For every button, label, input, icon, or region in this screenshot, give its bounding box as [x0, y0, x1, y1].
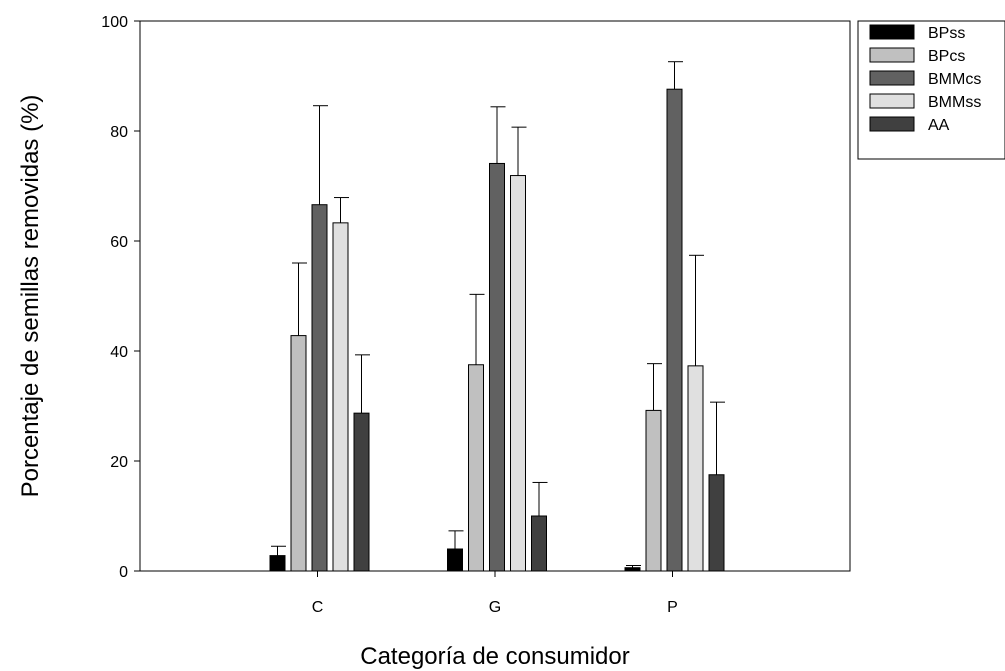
bar-bmmss-g — [510, 175, 526, 572]
y-tick-label: 0 — [119, 564, 128, 581]
legend: BPss BPcs BMMcs BMMss AA — [857, 20, 1005, 160]
bar-bpss-p — [624, 567, 641, 572]
bar-bmmss-p — [687, 365, 704, 572]
bar-bpcs-g — [468, 364, 484, 572]
x-tick-label: C — [312, 599, 324, 616]
bar-bpss-c — [269, 555, 286, 572]
legend-label-bpss: BPss — [928, 25, 965, 42]
y-tick-label: 60 — [110, 234, 128, 251]
y-tick-label: 40 — [110, 344, 128, 361]
legend-label-bmmcs: BMMcs — [928, 71, 981, 88]
x-tick-label: P — [667, 599, 678, 616]
y-tick-label: 20 — [110, 454, 128, 471]
bar-bmmcs-p — [666, 88, 683, 572]
bar-bmmss-c — [332, 222, 349, 572]
legend-items: BPss BPcs BMMcs BMMss AA — [869, 24, 981, 134]
bar-bpcs-p — [645, 409, 662, 572]
y-axis: 0 20 40 60 80 100 — [101, 14, 140, 581]
bar-bmmcs-c — [311, 204, 328, 572]
bars-group — [269, 61, 725, 572]
legend-swatch-aa — [869, 116, 915, 132]
legend-swatch-bpss — [869, 24, 915, 40]
bar-bmmcs-g — [489, 162, 505, 572]
y-tick-label: 100 — [101, 14, 128, 31]
x-tick-label: G — [489, 599, 501, 616]
bar-aa-p — [708, 474, 725, 572]
legend-label-aa: AA — [928, 117, 950, 134]
bar-aa-c — [353, 412, 370, 572]
bar-bpcs-c — [290, 335, 307, 572]
y-axis-title: Porcentaje de semillas removidas (%) — [17, 95, 44, 498]
bar-bpss-g — [447, 548, 463, 572]
legend-label-bpcs: BPcs — [928, 48, 965, 65]
legend-swatch-bpcs — [869, 47, 915, 63]
legend-swatch-bmmss — [869, 93, 915, 109]
y-tick-label: 80 — [110, 124, 128, 141]
legend-label-bmmss: BMMss — [928, 94, 981, 111]
legend-swatch-bmmcs — [869, 70, 915, 86]
legend-box — [857, 20, 1005, 160]
bar-aa-g — [531, 515, 547, 572]
x-axis-title: Categoría de consumidor — [360, 643, 629, 670]
